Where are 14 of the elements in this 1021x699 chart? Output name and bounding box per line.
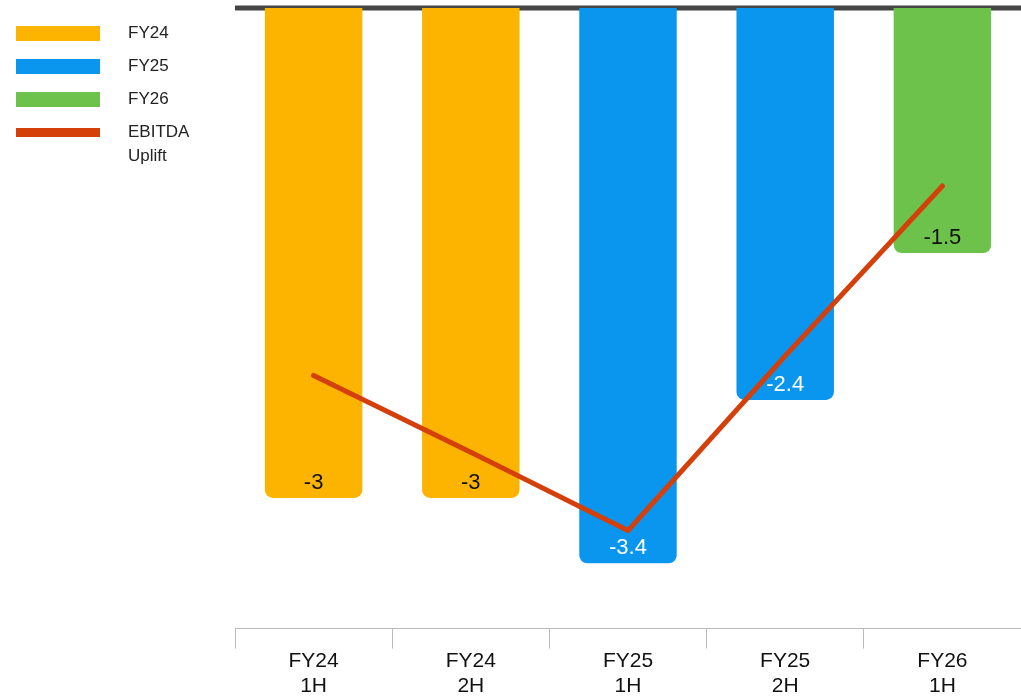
data-label: -3 bbox=[303, 469, 324, 495]
data-label: -3 bbox=[461, 469, 481, 495]
x-tick-label: FY24 2H bbox=[445, 648, 497, 697]
legend-label: FY25 bbox=[128, 55, 170, 77]
data-label: -1.5 bbox=[923, 224, 962, 250]
data-label: -3.4 bbox=[609, 534, 647, 560]
legend-label: EBITDA Uplift bbox=[128, 121, 190, 167]
legend-label: FY26 bbox=[128, 88, 170, 110]
x-tick-label: FY24 1H bbox=[288, 648, 340, 697]
data-label: -2.4 bbox=[766, 371, 805, 397]
x-tick-label: FY25 1H bbox=[602, 648, 654, 697]
x-tick-label: FY25 2H bbox=[760, 648, 811, 697]
legend-label: FY24 bbox=[128, 22, 170, 44]
x-tick-label: FY26 1H bbox=[917, 648, 968, 697]
